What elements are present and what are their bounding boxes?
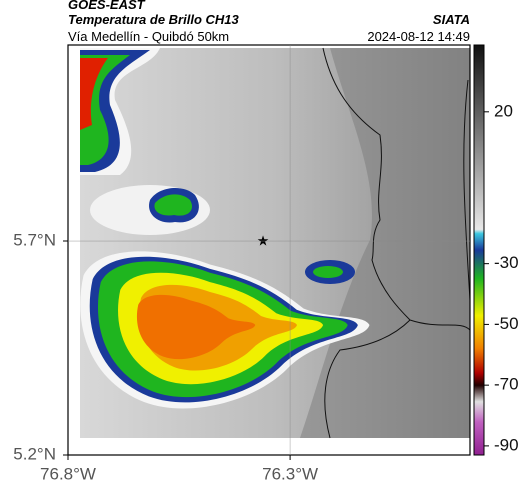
datetime: 2024-08-12 14:49 (367, 29, 470, 44)
lon-label: 76.8°W (40, 464, 96, 483)
colorbar-label: -90 (494, 435, 519, 454)
colorbar (473, 44, 485, 456)
title: Temperatura de Brillo CH13 (68, 12, 240, 27)
tick-layer: 76.8°W 76.3°W 5.2°N 5.7°N 20 -30 -50 -70 -90 (13, 45, 519, 483)
route: Vía Medellín - Quibdó 50km (68, 29, 229, 44)
colorbar-label: -50 (494, 314, 519, 333)
map-frame (67, 44, 471, 456)
imagery: ★ (80, 47, 471, 439)
colorbar-label: 20 (494, 101, 513, 120)
lon-label: 76.3°W (262, 464, 318, 483)
colorbar-label: -70 (494, 375, 519, 394)
brand: SIATA (433, 12, 470, 27)
lat-label: 5.2°N (13, 444, 56, 463)
lat-label: 5.7°N (13, 230, 56, 249)
colorbar-label: -30 (494, 253, 519, 272)
svg-text:★: ★ (257, 233, 270, 249)
source: GOES-EAST (68, 0, 146, 12)
